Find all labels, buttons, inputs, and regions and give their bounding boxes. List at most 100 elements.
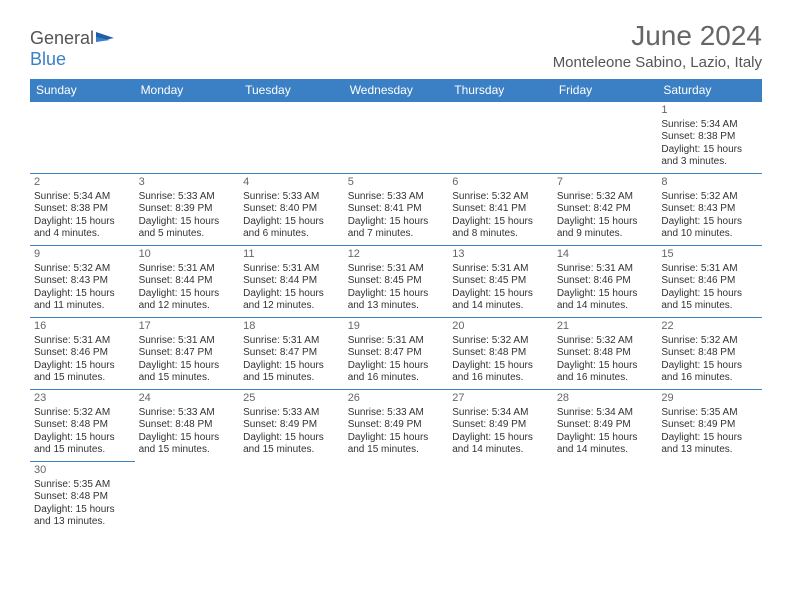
sunrise-line: Sunrise: 5:32 AM — [452, 191, 549, 204]
calendar-row: 16Sunrise: 5:31 AMSunset: 8:46 PMDayligh… — [30, 318, 762, 390]
daylight-line: Daylight: 15 hours and 14 minutes. — [452, 432, 549, 457]
logo-word-general: General — [30, 28, 94, 48]
day-number: 1 — [661, 104, 758, 118]
sunrise-line: Sunrise: 5:35 AM — [661, 407, 758, 420]
logo-text: GeneralBlue — [30, 28, 118, 70]
sunrise-line: Sunrise: 5:31 AM — [557, 263, 654, 276]
sunset-line: Sunset: 8:49 PM — [243, 419, 340, 432]
day-number: 23 — [34, 392, 131, 406]
daylight-line: Daylight: 15 hours and 3 minutes. — [661, 144, 758, 169]
calendar-cell-empty — [553, 102, 658, 174]
calendar-cell-empty — [30, 102, 135, 174]
day-header: Monday — [135, 79, 240, 102]
day-number: 10 — [139, 248, 236, 262]
daylight-line: Daylight: 15 hours and 13 minutes. — [34, 504, 131, 529]
sunrise-line: Sunrise: 5:34 AM — [452, 407, 549, 420]
day-number: 29 — [661, 392, 758, 406]
page-title: June 2024 — [553, 20, 762, 52]
calendar-cell: 22Sunrise: 5:32 AMSunset: 8:48 PMDayligh… — [657, 318, 762, 390]
location: Monteleone Sabino, Lazio, Italy — [553, 54, 762, 71]
calendar-cell: 7Sunrise: 5:32 AMSunset: 8:42 PMDaylight… — [553, 174, 658, 246]
day-header: Saturday — [657, 79, 762, 102]
sunset-line: Sunset: 8:47 PM — [348, 347, 445, 360]
calendar-cell: 24Sunrise: 5:33 AMSunset: 8:48 PMDayligh… — [135, 390, 240, 462]
day-number: 21 — [557, 320, 654, 334]
daylight-line: Daylight: 15 hours and 14 minutes. — [557, 432, 654, 457]
day-number: 6 — [452, 176, 549, 190]
sunset-line: Sunset: 8:48 PM — [661, 347, 758, 360]
calendar-cell: 11Sunrise: 5:31 AMSunset: 8:44 PMDayligh… — [239, 246, 344, 318]
title-block: June 2024 Monteleone Sabino, Lazio, Ital… — [553, 20, 762, 71]
day-number: 9 — [34, 248, 131, 262]
calendar-cell-empty — [135, 102, 240, 174]
calendar-row: 30Sunrise: 5:35 AMSunset: 8:48 PMDayligh… — [30, 462, 762, 534]
sunset-line: Sunset: 8:46 PM — [661, 275, 758, 288]
sunset-line: Sunset: 8:46 PM — [34, 347, 131, 360]
day-number: 4 — [243, 176, 340, 190]
calendar-cell: 15Sunrise: 5:31 AMSunset: 8:46 PMDayligh… — [657, 246, 762, 318]
sunrise-line: Sunrise: 5:32 AM — [34, 407, 131, 420]
day-number: 26 — [348, 392, 445, 406]
sunrise-line: Sunrise: 5:32 AM — [34, 263, 131, 276]
day-number: 7 — [557, 176, 654, 190]
day-number: 15 — [661, 248, 758, 262]
calendar-cell: 21Sunrise: 5:32 AMSunset: 8:48 PMDayligh… — [553, 318, 658, 390]
calendar-cell: 23Sunrise: 5:32 AMSunset: 8:48 PMDayligh… — [30, 390, 135, 462]
calendar-cell: 26Sunrise: 5:33 AMSunset: 8:49 PMDayligh… — [344, 390, 449, 462]
day-header-row: SundayMondayTuesdayWednesdayThursdayFrid… — [30, 79, 762, 102]
calendar-cell: 19Sunrise: 5:31 AMSunset: 8:47 PMDayligh… — [344, 318, 449, 390]
sunrise-line: Sunrise: 5:33 AM — [139, 407, 236, 420]
calendar-cell: 13Sunrise: 5:31 AMSunset: 8:45 PMDayligh… — [448, 246, 553, 318]
daylight-line: Daylight: 15 hours and 10 minutes. — [661, 216, 758, 241]
sunset-line: Sunset: 8:48 PM — [557, 347, 654, 360]
day-number: 22 — [661, 320, 758, 334]
day-number: 20 — [452, 320, 549, 334]
day-number: 12 — [348, 248, 445, 262]
sunrise-line: Sunrise: 5:31 AM — [139, 263, 236, 276]
sunrise-line: Sunrise: 5:33 AM — [348, 191, 445, 204]
sunset-line: Sunset: 8:39 PM — [139, 203, 236, 216]
day-header: Tuesday — [239, 79, 344, 102]
sunset-line: Sunset: 8:48 PM — [34, 419, 131, 432]
logo: GeneralBlue — [30, 20, 118, 70]
calendar-cell-empty — [135, 462, 240, 534]
sunrise-line: Sunrise: 5:31 AM — [348, 263, 445, 276]
sunrise-line: Sunrise: 5:31 AM — [348, 335, 445, 348]
sunrise-line: Sunrise: 5:31 AM — [661, 263, 758, 276]
sunset-line: Sunset: 8:48 PM — [139, 419, 236, 432]
sunset-line: Sunset: 8:49 PM — [661, 419, 758, 432]
sunset-line: Sunset: 8:48 PM — [34, 491, 131, 504]
daylight-line: Daylight: 15 hours and 6 minutes. — [243, 216, 340, 241]
sunset-line: Sunset: 8:40 PM — [243, 203, 340, 216]
calendar-cell: 8Sunrise: 5:32 AMSunset: 8:43 PMDaylight… — [657, 174, 762, 246]
sunrise-line: Sunrise: 5:34 AM — [34, 191, 131, 204]
calendar-cell: 9Sunrise: 5:32 AMSunset: 8:43 PMDaylight… — [30, 246, 135, 318]
day-number: 25 — [243, 392, 340, 406]
calendar-cell-empty — [239, 102, 344, 174]
daylight-line: Daylight: 15 hours and 14 minutes. — [557, 288, 654, 313]
day-number: 5 — [348, 176, 445, 190]
daylight-line: Daylight: 15 hours and 9 minutes. — [557, 216, 654, 241]
calendar-cell: 2Sunrise: 5:34 AMSunset: 8:38 PMDaylight… — [30, 174, 135, 246]
sunset-line: Sunset: 8:45 PM — [348, 275, 445, 288]
daylight-line: Daylight: 15 hours and 16 minutes. — [557, 360, 654, 385]
daylight-line: Daylight: 15 hours and 15 minutes. — [34, 432, 131, 457]
sunset-line: Sunset: 8:47 PM — [139, 347, 236, 360]
calendar-cell: 14Sunrise: 5:31 AMSunset: 8:46 PMDayligh… — [553, 246, 658, 318]
calendar-cell: 3Sunrise: 5:33 AMSunset: 8:39 PMDaylight… — [135, 174, 240, 246]
daylight-line: Daylight: 15 hours and 15 minutes. — [139, 432, 236, 457]
calendar-body: 1Sunrise: 5:34 AMSunset: 8:38 PMDaylight… — [30, 102, 762, 534]
daylight-line: Daylight: 15 hours and 5 minutes. — [139, 216, 236, 241]
sunrise-line: Sunrise: 5:32 AM — [557, 335, 654, 348]
calendar-cell-empty — [448, 102, 553, 174]
day-number: 11 — [243, 248, 340, 262]
calendar-cell: 18Sunrise: 5:31 AMSunset: 8:47 PMDayligh… — [239, 318, 344, 390]
daylight-line: Daylight: 15 hours and 16 minutes. — [452, 360, 549, 385]
day-number: 14 — [557, 248, 654, 262]
day-header: Wednesday — [344, 79, 449, 102]
calendar-row: 2Sunrise: 5:34 AMSunset: 8:38 PMDaylight… — [30, 174, 762, 246]
sunrise-line: Sunrise: 5:32 AM — [452, 335, 549, 348]
daylight-line: Daylight: 15 hours and 7 minutes. — [348, 216, 445, 241]
sunrise-line: Sunrise: 5:33 AM — [348, 407, 445, 420]
calendar-cell-empty — [657, 462, 762, 534]
